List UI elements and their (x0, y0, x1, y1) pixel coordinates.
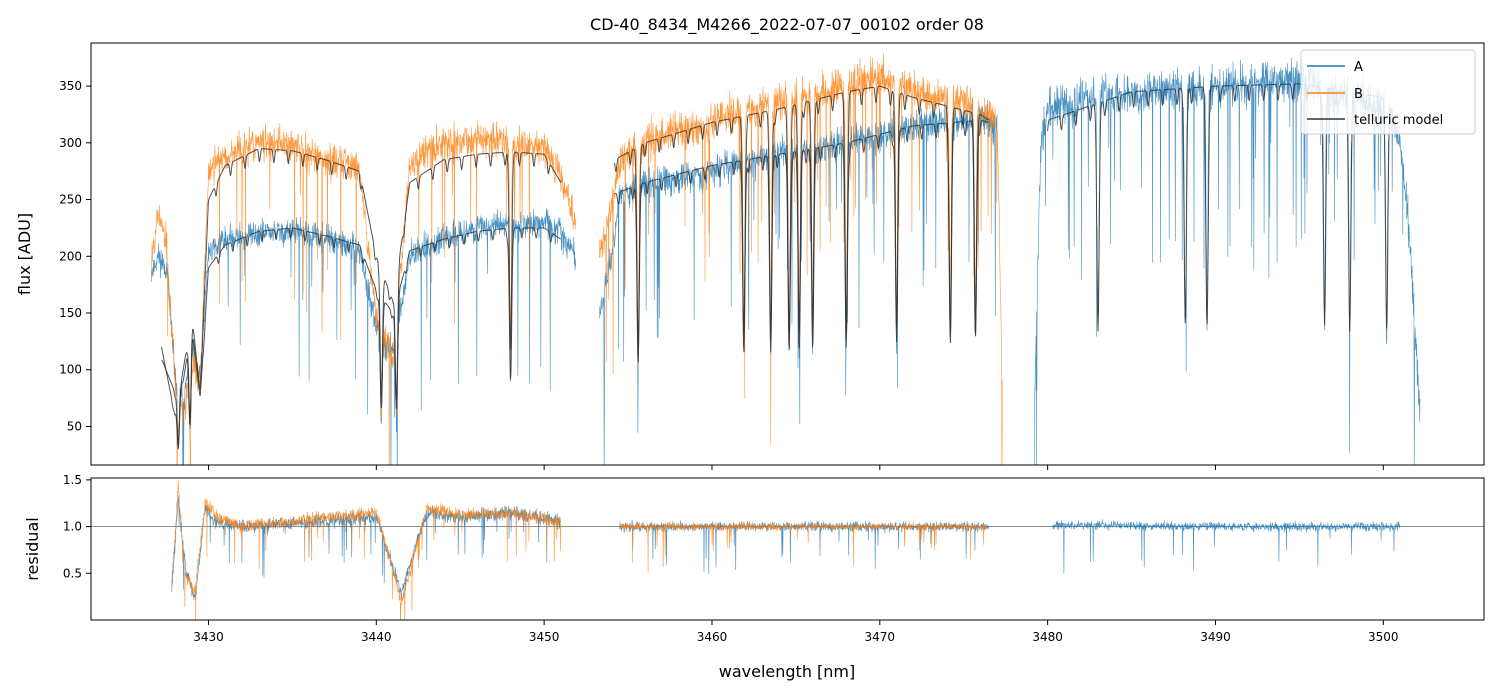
residual-x-ticks: 3430 3440 3450 3460 3470 3480 3490 3500 (193, 620, 1399, 644)
x-tick-label-4: 3470 (865, 630, 896, 644)
bot-yticks-label-2: 1.5 (63, 473, 82, 487)
x-tick-label-5: 3480 (1032, 630, 1063, 644)
legend: A B telluric model (1300, 49, 1476, 135)
x-tick-label-3: 3460 (697, 630, 728, 644)
x-tick-label-2: 3450 (529, 630, 560, 644)
legend-label-model: telluric model (1354, 113, 1443, 128)
top-yticks-label-5: 300 (59, 136, 82, 150)
top-yticks-label-4: 250 (59, 193, 82, 207)
flux-x-ticks (207, 465, 1384, 470)
series-telluric-model-segment-2 (614, 120, 989, 363)
series-B-segment-1 (599, 53, 1003, 465)
residual-panel: 0.5 1.0 1.5 3430 3440 3450 3460 3470 3480 3490 35… (23, 473, 1485, 644)
flux-y-ticks: 50 100 150 200 250 300 350 (59, 79, 91, 433)
residual-y-ticks: 0.5 1.0 1.5 (63, 473, 91, 580)
residual-panel-frame (90, 477, 1485, 621)
top-yticks-label-2: 150 (59, 306, 82, 320)
residual-y-axis-label: residual (23, 517, 42, 580)
flux-y-axis-label: flux [ADU] (15, 213, 34, 295)
series-A-segment-2 (1052, 519, 1401, 574)
series-telluric-model-segment-1 (161, 148, 562, 449)
x-tick-label-0: 3430 (193, 630, 224, 644)
x-tick-label-7: 3500 (1368, 630, 1399, 644)
x-tick-label-6: 3490 (1200, 630, 1231, 644)
residual-plot-area (91, 479, 1484, 620)
series-B-segment-0 (171, 479, 561, 620)
top-yticks-label-6: 350 (59, 79, 82, 93)
bot-yticks-label-0: 0.5 (63, 566, 82, 580)
flux-panel-frame (90, 42, 1485, 466)
top-yticks-label-0: 50 (67, 419, 82, 433)
top-yticks-label-3: 200 (59, 249, 82, 263)
series-B-segment-1 (619, 521, 986, 573)
series-B (171, 479, 986, 620)
x-tick-label-1: 3440 (361, 630, 392, 644)
chart-title: CD-40_8434_M4266_2022-07-07_00102 order … (590, 15, 984, 35)
top-yticks-label-1: 100 (59, 363, 82, 377)
series-telluric-model-segment-0 (161, 227, 562, 445)
bot-yticks-label-1: 1.0 (63, 520, 82, 534)
legend-label-b: B (1354, 87, 1363, 102)
series-A-segment-0 (151, 208, 577, 465)
legend-box (1300, 49, 1476, 135)
series-telluric-model-segment-3 (614, 85, 989, 347)
x-axis-label: wavelength [nm] (719, 662, 856, 681)
legend-label-a: A (1354, 60, 1363, 75)
